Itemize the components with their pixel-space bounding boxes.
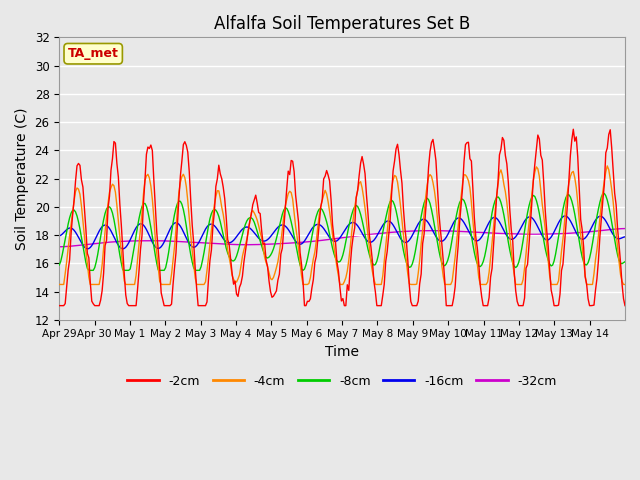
X-axis label: Time: Time bbox=[325, 345, 359, 359]
Title: Alfalfa Soil Temperatures Set B: Alfalfa Soil Temperatures Set B bbox=[214, 15, 470, 33]
Y-axis label: Soil Temperature (C): Soil Temperature (C) bbox=[15, 108, 29, 250]
Legend: -2cm, -4cm, -8cm, -16cm, -32cm: -2cm, -4cm, -8cm, -16cm, -32cm bbox=[122, 370, 562, 393]
Text: TA_met: TA_met bbox=[68, 47, 118, 60]
